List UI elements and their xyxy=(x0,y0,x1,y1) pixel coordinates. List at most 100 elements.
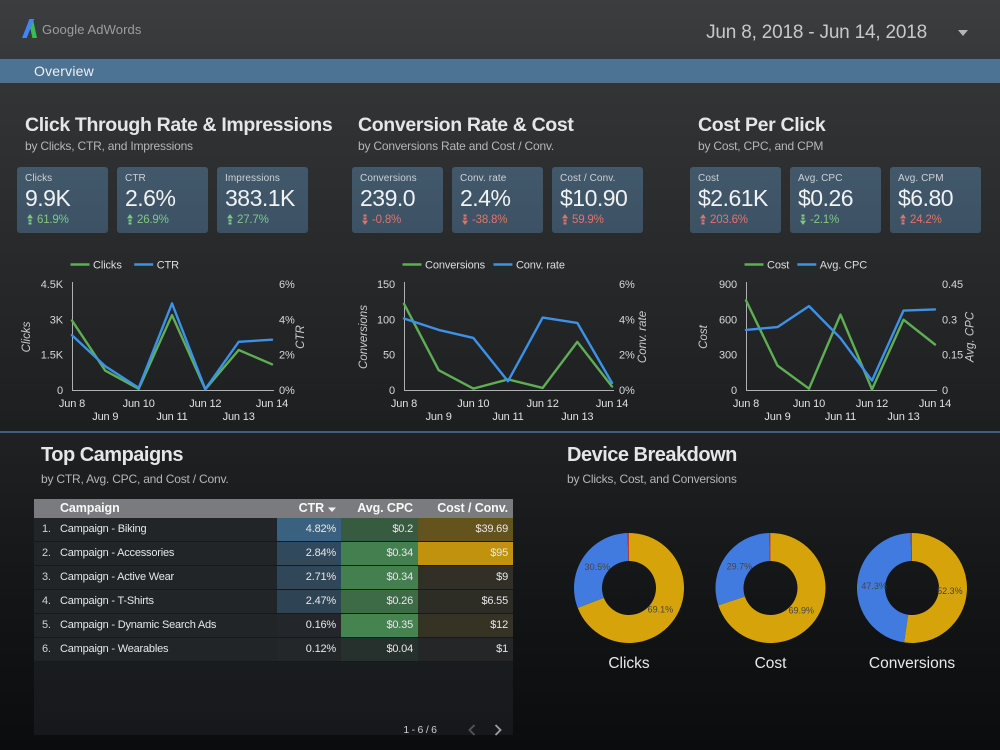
chevron-right-icon xyxy=(494,724,502,736)
right-axis-tick-label: 6% xyxy=(619,279,635,291)
legend-label: Conv. rate xyxy=(516,259,565,271)
scorecard-clicks: Clicks 9.9K 61.9% xyxy=(17,167,108,233)
donut-slice-label: 47.3% xyxy=(861,581,887,591)
app-header: Google AdWords Jun 8, 2018 - Jun 14, 201… xyxy=(0,0,1000,59)
scorecard-conversions: Conversions 239.0 -0.8% xyxy=(352,167,443,233)
cost-conv-cell: $9 xyxy=(418,566,513,589)
section-title: Cost Per Click xyxy=(698,113,826,136)
scorecard-value: $6.80 xyxy=(898,185,954,211)
right-axis-tick-label: 2% xyxy=(279,350,295,362)
campaigns-title: Top Campaigns xyxy=(41,444,184,466)
next-page-button[interactable] xyxy=(485,718,511,742)
col-header-ctr[interactable]: CTR xyxy=(277,499,341,518)
date-range-picker[interactable]: Jun 8, 2018 - Jun 14, 2018 xyxy=(706,0,968,59)
x-axis-label: Jun 10 xyxy=(123,398,155,410)
right-axis-tick-label: 0.45 xyxy=(942,279,963,291)
sort-desc-icon xyxy=(328,507,336,512)
avg-cpc-cell: $0.04 xyxy=(341,638,418,661)
scorecard-delta-text: 59.9% xyxy=(572,213,604,226)
line-chart-svg: Cost Avg. CPC 0 300 600 900 0 0.15 0.3 0.45 Cost Av… xyxy=(698,259,977,423)
scorecard-delta: -0.8% xyxy=(360,214,435,226)
metrics-band: Click Through Rate & Impressions by Click… xyxy=(0,83,1000,431)
scorecard-cost: Cost $2.61K 203.6% xyxy=(690,167,781,233)
campaign-name: Campaign - Wearables xyxy=(60,643,169,655)
scorecard-impressions: Impressions 383.1K 27.7% xyxy=(217,167,308,233)
series-line-avg-cpc xyxy=(744,304,937,382)
cost-conv-cell: $1 xyxy=(418,638,513,661)
campaigns-table-body: 1. Campaign - Biking 4.82% $0.2 $39.69 2. Camp… xyxy=(34,518,513,662)
left-axis-title: Cost xyxy=(698,324,710,348)
left-axis-tick-label: 300 xyxy=(719,350,737,362)
scorecard-delta: 27.7% xyxy=(225,214,300,226)
scorecard-value: 2.4% xyxy=(460,185,511,211)
campaign-name: Campaign - Active Wear xyxy=(60,571,175,583)
right-axis-tick-label: 0 xyxy=(942,385,948,397)
col-header-cost-conv[interactable]: Cost / Conv. xyxy=(437,501,508,515)
x-axis-label: Jun 10 xyxy=(457,398,489,410)
scorecard-avg-cpc: Avg. CPC $0.26 -2.1% xyxy=(790,167,881,233)
legend-label: Clicks xyxy=(93,259,122,271)
tab-overview[interactable]: Overview xyxy=(34,63,94,79)
scorecard-ctr: CTR 2.6% 26.9% xyxy=(117,167,208,233)
left-axis-tick-label: 150 xyxy=(377,279,395,291)
donut-slice xyxy=(577,533,685,643)
table-row: 2. Campaign - Accessories 2.84% $0.34 $95 xyxy=(34,542,513,566)
table-row: 1. Campaign - Biking 4.82% $0.2 $39.69 xyxy=(34,518,513,542)
right-axis-title: Conv. rate xyxy=(637,311,649,363)
scorecard-label: Cost xyxy=(698,173,719,184)
scorecard-delta-text: -0.8% xyxy=(372,213,402,226)
right-axis-title: Avg. CPC xyxy=(965,311,977,363)
scorecard-delta-text: 203.6% xyxy=(710,213,748,226)
row-index: 4. xyxy=(42,595,51,607)
right-axis-title: CTR xyxy=(295,325,307,349)
x-axis-label: Jun 13 xyxy=(561,411,593,423)
donut-slice xyxy=(856,533,912,643)
table-row: 5. Campaign - Dynamic Search Ads 0.16% $0.3… xyxy=(34,614,513,638)
section-title: Conversion Rate & Cost xyxy=(358,113,574,136)
donut-slice xyxy=(769,533,771,562)
donut-slice xyxy=(910,533,912,562)
donut-slice xyxy=(715,533,770,606)
col-header-campaign[interactable]: Campaign xyxy=(60,501,120,515)
table-row: 3. Campaign - Active Wear 2.71% $0.34 $9 xyxy=(34,566,513,590)
table-pagination: 1 - 6 / 6 xyxy=(403,718,511,742)
x-axis-label: Jun 12 xyxy=(527,398,559,410)
delta-up-arrow-icon xyxy=(700,214,706,225)
x-axis-label: Jun 9 xyxy=(92,411,118,423)
x-axis-label: Jun 11 xyxy=(825,411,856,423)
scorecard-label: Conv. rate xyxy=(460,173,507,184)
scorecard-delta: 203.6% xyxy=(698,214,773,226)
col-header-avg-cpc[interactable]: Avg. CPC xyxy=(357,501,413,515)
ctr-cell: 4.82% xyxy=(277,518,341,541)
delta-up-arrow-icon xyxy=(900,214,906,225)
cost-conv-cell: $39.69 xyxy=(418,518,513,541)
devices-title: Device Breakdown xyxy=(567,444,737,466)
device-donut-charts: 69.1% 30.5% Clicks 69.9% 29.7% Cost 52.3% 47.3%… xyxy=(560,520,1000,695)
tab-bar: Overview xyxy=(0,59,1000,83)
brand-text: Google AdWords xyxy=(42,22,142,37)
donut-title: Clicks xyxy=(608,655,650,672)
scorecard-delta-text: -2.1% xyxy=(810,213,840,226)
scorecard-value: 239.0 xyxy=(360,185,416,211)
delta-up-arrow-icon xyxy=(562,214,568,225)
line-chart-svg: Clicks CTR 0 1.5K 3K 4.5K 0% 2% 4% 6% Clicks CTR Jun… xyxy=(21,259,307,423)
left-axis-tick-label: 3K xyxy=(50,314,64,326)
right-axis-tick-label: 6% xyxy=(279,279,295,291)
scorecard-label: Cost / Conv. xyxy=(560,173,616,184)
scorecard-label: Impressions xyxy=(225,173,281,184)
right-axis-tick-label: 4% xyxy=(279,314,295,326)
campaign-name: Campaign - T-Shirts xyxy=(60,595,154,607)
section-subtitle: by Clicks, CTR, and Impressions xyxy=(25,139,193,153)
avg-cpc-cell: $0.34 xyxy=(341,542,418,565)
delta-down-arrow-icon xyxy=(362,214,368,225)
avg-cpc-cell: $0.2 xyxy=(341,518,418,541)
scorecard-delta: 24.2% xyxy=(898,214,973,226)
scorecard-delta-text: -38.8% xyxy=(472,213,508,226)
row-index: 1. xyxy=(42,523,51,535)
x-axis-label: Jun 14 xyxy=(596,398,628,410)
scorecard-value: 2.6% xyxy=(125,185,176,211)
cost-conv-cell: $95 xyxy=(418,542,513,565)
left-axis-tick-label: 0 xyxy=(57,385,63,397)
donut-slice xyxy=(718,533,826,643)
prev-page-button[interactable] xyxy=(459,718,485,742)
